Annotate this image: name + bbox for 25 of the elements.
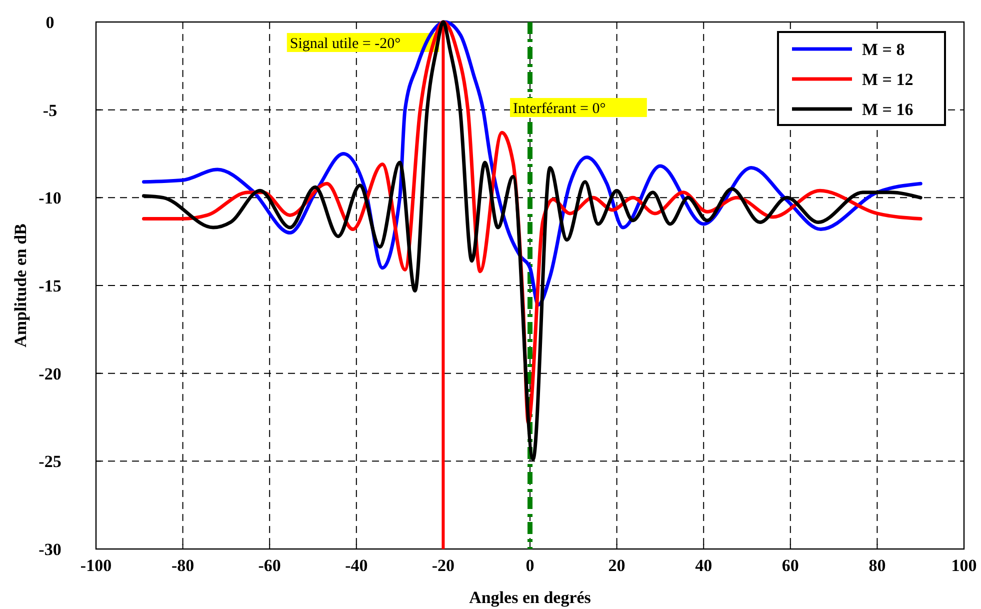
- y-tick-label: -15: [38, 276, 62, 296]
- ref-line-label: Interférant = 0°: [513, 101, 606, 117]
- x-tick-label: 0: [526, 556, 534, 575]
- y-tick-label: -30: [38, 540, 62, 559]
- x-axis-title: Angles en degrés: [469, 588, 592, 607]
- x-tick-label: 40: [695, 556, 712, 575]
- y-axis-title: Amplitude en dB: [11, 224, 30, 348]
- x-tick-label: -40: [345, 556, 368, 575]
- x-tick-label: 100: [951, 556, 977, 575]
- x-tick-label: 60: [782, 556, 799, 575]
- legend-label: M = 12: [862, 70, 914, 89]
- x-tick-label: -60: [258, 556, 281, 575]
- legend-label: M = 8: [862, 40, 905, 59]
- y-tick-label: -5: [42, 100, 58, 120]
- x-tick-label: -80: [171, 556, 194, 575]
- y-tick-label: -20: [38, 364, 62, 384]
- y-tick-label: -25: [38, 452, 62, 472]
- legend-label: M = 16: [862, 100, 914, 119]
- x-tick-label: -20: [432, 556, 455, 575]
- x-tick-label: 80: [868, 556, 886, 575]
- y-tick-label: -10: [38, 188, 62, 208]
- x-tick-label: -100: [80, 556, 112, 575]
- ref-line-label: Signal utile = -20°: [290, 36, 401, 52]
- x-tick-label: 20: [608, 556, 626, 575]
- y-tick-label: 0: [46, 13, 54, 32]
